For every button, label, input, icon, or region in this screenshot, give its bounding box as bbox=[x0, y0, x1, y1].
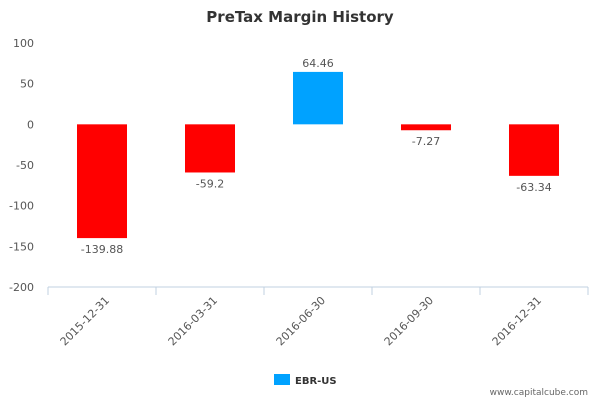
x-tick-label: 2016-09-30 bbox=[382, 294, 436, 348]
data-label: -63.34 bbox=[516, 181, 551, 194]
legend-label: EBR-US bbox=[295, 376, 337, 387]
data-label: -7.27 bbox=[412, 135, 440, 148]
bar[interactable] bbox=[77, 124, 127, 239]
bar[interactable] bbox=[293, 71, 343, 125]
y-tick-label: -200 bbox=[9, 281, 34, 294]
y-tick-label: -50 bbox=[16, 159, 34, 172]
x-tick-label: 2016-06-30 bbox=[274, 294, 328, 348]
bar[interactable] bbox=[185, 124, 235, 173]
y-tick-label: -100 bbox=[9, 200, 34, 213]
data-label: -139.88 bbox=[81, 243, 123, 256]
y-axis-ticks: 100 50 0 -50 -100 -150 -200 bbox=[9, 37, 34, 294]
x-tick-label: 2016-12-31 bbox=[490, 294, 544, 348]
bars bbox=[77, 71, 559, 239]
legend-swatch bbox=[274, 374, 290, 385]
data-label: -59.2 bbox=[196, 177, 224, 190]
bar[interactable] bbox=[401, 124, 451, 131]
legend[interactable]: EBR-US bbox=[274, 374, 337, 387]
y-tick-label: 100 bbox=[13, 37, 34, 50]
y-tick-label: -150 bbox=[9, 240, 34, 253]
x-tick-label: 2016-03-31 bbox=[166, 294, 220, 348]
chart-title: PreTax Margin History bbox=[206, 8, 394, 26]
bar[interactable] bbox=[509, 124, 559, 176]
x-tick-label: 2015-12-31 bbox=[58, 294, 112, 348]
y-tick-label: 50 bbox=[20, 78, 34, 91]
x-axis-ticks: 2015-12-31 2016-03-31 2016-06-30 2016-09-30… bbox=[47, 287, 589, 348]
data-label: 64.46 bbox=[302, 57, 334, 70]
data-labels: -139.88 -59.2 64.46 -7.27 -63.34 bbox=[81, 57, 552, 256]
credit-text: www.capitalcube.com bbox=[490, 388, 588, 398]
y-tick-label: 0 bbox=[27, 118, 34, 131]
